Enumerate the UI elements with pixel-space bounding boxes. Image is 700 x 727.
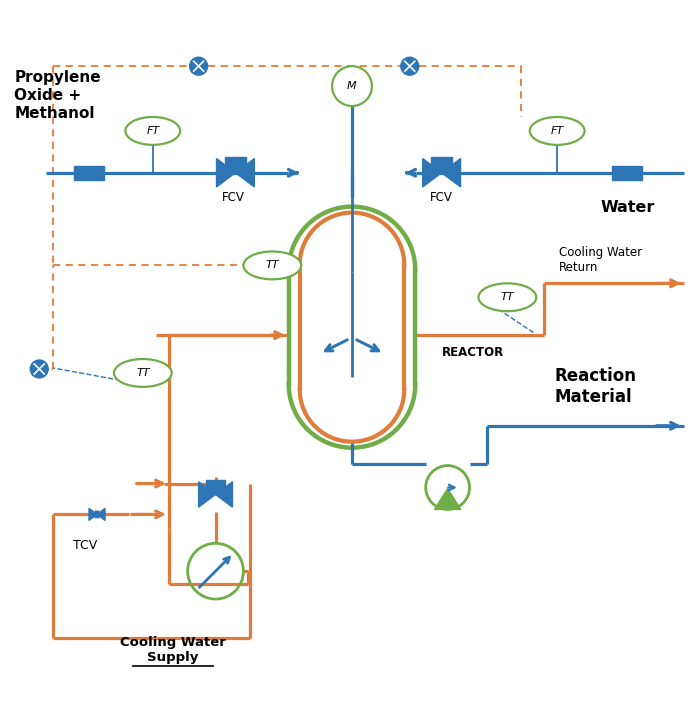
Polygon shape <box>225 157 246 172</box>
Polygon shape <box>74 166 104 180</box>
Polygon shape <box>216 158 235 187</box>
Ellipse shape <box>530 117 584 145</box>
Polygon shape <box>612 166 642 180</box>
Polygon shape <box>442 158 461 187</box>
Polygon shape <box>97 508 105 521</box>
Polygon shape <box>89 508 97 521</box>
Circle shape <box>190 57 208 75</box>
Text: Water: Water <box>601 200 655 215</box>
Circle shape <box>332 66 372 106</box>
Text: FCV: FCV <box>222 190 245 204</box>
Ellipse shape <box>244 252 301 279</box>
Ellipse shape <box>479 284 536 311</box>
Text: REACTOR: REACTOR <box>442 345 505 358</box>
Text: Propylene
Oxide +
Methanol: Propylene Oxide + Methanol <box>14 71 101 121</box>
Text: Reaction
Material: Reaction Material <box>554 367 636 406</box>
Polygon shape <box>199 482 216 507</box>
Text: FT: FT <box>551 126 564 136</box>
Ellipse shape <box>125 117 180 145</box>
Text: TT: TT <box>500 292 514 302</box>
Polygon shape <box>206 480 225 494</box>
Polygon shape <box>423 158 442 187</box>
Text: Cooling Water
Supply: Cooling Water Supply <box>120 636 225 664</box>
Text: M: M <box>347 81 357 91</box>
Text: TT: TT <box>265 260 279 270</box>
Polygon shape <box>235 158 254 187</box>
Polygon shape <box>431 157 452 172</box>
Text: FCV: FCV <box>430 190 453 204</box>
Polygon shape <box>435 489 461 510</box>
Polygon shape <box>216 482 232 507</box>
Text: Cooling Water
Return: Cooling Water Return <box>559 246 643 274</box>
Circle shape <box>30 360 48 378</box>
Text: FT: FT <box>146 126 160 136</box>
Ellipse shape <box>114 359 172 387</box>
Text: TCV: TCV <box>73 539 97 553</box>
Text: TT: TT <box>136 368 150 378</box>
Circle shape <box>401 57 419 75</box>
